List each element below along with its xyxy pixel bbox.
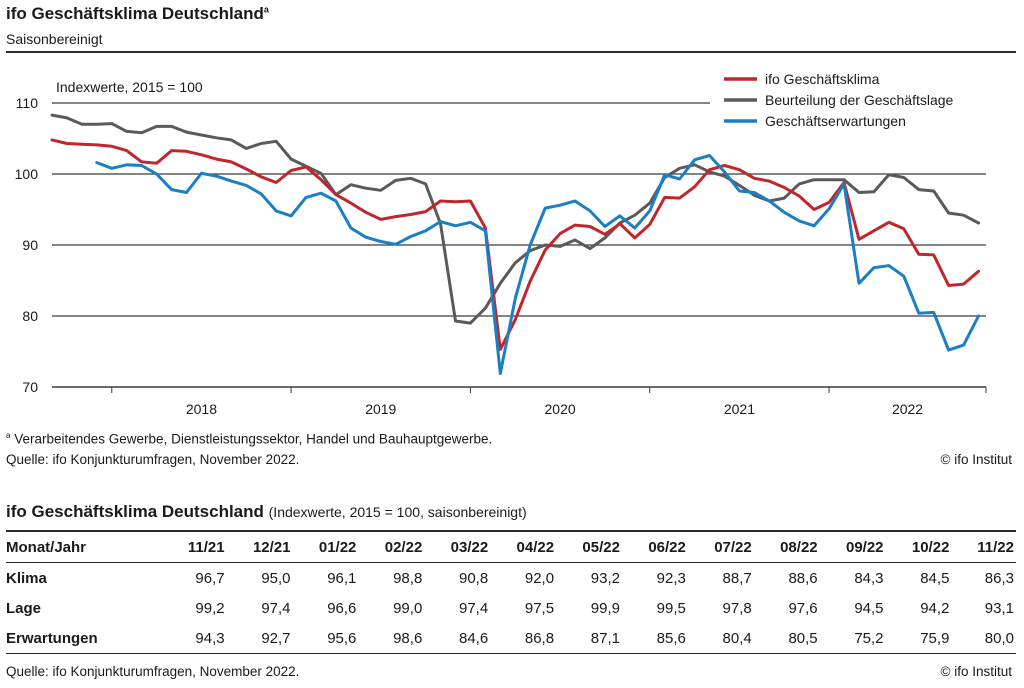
y-tick-label: 110: [16, 95, 39, 111]
x-tick-label: 2022: [892, 401, 923, 417]
table-cell: 80,0: [951, 623, 1016, 654]
chart-annotation: Indexwerte, 2015 = 100: [56, 79, 203, 95]
table-header-label: Monat/Jahr: [6, 530, 163, 563]
title-footnote-mark: a: [263, 4, 269, 15]
x-tick-label: 2020: [545, 401, 576, 417]
table-row: Lage 99,2 97,4 96,6 99,0 97,4 97,5 99,9 99,5 97,8…: [6, 593, 1016, 623]
table-cell: 99,2: [195, 599, 225, 617]
table-cell: 99,5: [656, 599, 686, 617]
chart-title-text: ifo Geschäftsklima Deutschland: [6, 4, 264, 23]
table-cell: 93,1: [984, 599, 1014, 617]
table-cell: 86,8: [490, 623, 557, 654]
chart-subtitle: Saisonbereinigt: [6, 31, 103, 47]
table-subtitle: (Indexwerte, 2015 = 100, saisonbereinigt…: [268, 504, 527, 520]
table-title-text: ifo Geschäftsklima Deutschland: [6, 502, 264, 521]
table-cell: 80,5: [753, 623, 820, 654]
table-cell: 96,6: [327, 599, 357, 617]
series-line-1: [50, 113, 980, 325]
table-cell: 92,7: [226, 623, 293, 654]
table-cell: 90,8: [458, 569, 489, 587]
y-tick-label: 90: [22, 237, 38, 253]
data-table: Monat/Jahr 11/21 12/21 01/22 02/22 03/22 04/22…: [6, 530, 1016, 654]
table-header-month: 12/21: [226, 530, 293, 563]
footnote-mark: a: [6, 431, 11, 440]
table-header-month: 04/22: [490, 530, 557, 563]
table-header-month: 11/21: [162, 530, 227, 563]
x-tick-label: 2018: [186, 401, 217, 417]
table-cell: 97,4: [261, 599, 291, 617]
table-cell: 93,2: [590, 569, 620, 587]
table-header-month: 08/22: [753, 530, 820, 563]
table-cell: 95,0: [261, 569, 291, 587]
table-header-month: 02/22: [358, 530, 425, 563]
table-row-label: Erwartungen: [6, 623, 163, 654]
line-chart: 70 80 90 100 110 2018 2019 2020 2021 2022 Indexwer…: [15, 71, 987, 417]
table-row-label: Klima: [6, 569, 47, 587]
table-header-row: Monat/Jahr 11/21 12/21 01/22 02/22 03/22 04/22…: [6, 530, 1016, 563]
table-cell: 96,1: [327, 569, 357, 587]
table-header-month: 03/22: [424, 530, 491, 563]
table-header-month: 05/22: [556, 530, 622, 563]
table-cell: 96,7: [195, 569, 225, 587]
table-title: ifo Geschäftsklima Deutschland (Indexwer…: [6, 502, 527, 522]
y-tick-label: 100: [15, 166, 39, 182]
table-cell: 84,5: [920, 569, 950, 587]
table-copyright: © ifo Institut: [940, 664, 1012, 679]
table-cell: 80,4: [687, 623, 754, 654]
table-cell: 94,2: [920, 599, 950, 617]
chart-copyright: © ifo Institut: [940, 452, 1012, 467]
legend-label: Beurteilung der Geschäftslage: [765, 92, 954, 108]
table-cell: 75,2: [819, 623, 886, 654]
footnote-text: Verarbeitendes Gewerbe, Dienstleistungss…: [14, 431, 493, 447]
table-cell: 97,6: [788, 599, 818, 617]
table-cell: 98,8: [393, 569, 423, 587]
table-header-month: 11/22: [951, 530, 1016, 563]
table-cell: 97,5: [524, 599, 555, 617]
table-cell: 94,3: [162, 623, 227, 654]
table-cell: 99,9: [590, 599, 620, 617]
table-row: Erwartungen 94,3 92,7 95,6 98,6 84,6 86,8 87,1 8…: [6, 623, 1016, 654]
chart-source: Quelle: ifo Konjunkturumfragen, November…: [6, 452, 300, 467]
table-cell: 94,5: [854, 599, 884, 617]
table-header-month: 01/22: [292, 530, 359, 563]
table-cell: 88,6: [788, 569, 818, 587]
table-body: Klima 96,7 95,0 96,1 98,8 90,8 92,0 93,2 92,3 88,…: [6, 563, 1016, 654]
table-source: Quelle: ifo Konjunkturumfragen, November…: [6, 664, 300, 679]
table-cell: 84,3: [854, 569, 884, 587]
legend-label: ifo Geschäftsklima: [765, 71, 880, 87]
x-tick-label: 2021: [724, 401, 755, 417]
table-cell: 98,6: [358, 623, 425, 654]
table-header-month: 07/22: [687, 530, 754, 563]
top-rule: [6, 51, 1016, 53]
table-cell: 86,3: [984, 569, 1014, 587]
table-cell: 92,0: [524, 569, 555, 587]
x-tick-label: 2019: [365, 401, 396, 417]
table-cell: 92,3: [656, 569, 686, 587]
table-cell: 87,1: [556, 623, 622, 654]
table-cell: 84,6: [424, 623, 491, 654]
footnote: a Verarbeitendes Gewerbe, Dienstleistung…: [6, 431, 492, 447]
y-tick-label: 80: [22, 308, 38, 324]
table-header-month: 06/22: [621, 530, 688, 563]
series-line-0: [50, 138, 980, 351]
table-cell: 85,6: [621, 623, 688, 654]
table-cell: 99,0: [393, 599, 423, 617]
legend-label: Geschäftserwartungen: [765, 113, 906, 129]
table-cell: 75,9: [885, 623, 952, 654]
series-line-2: [95, 154, 980, 375]
y-tick-label: 70: [22, 379, 38, 395]
table-row-label: Lage: [6, 599, 42, 617]
table-header-month: 09/22: [819, 530, 886, 563]
table-cell: 97,8: [722, 599, 752, 617]
table-row: Klima 96,7 95,0 96,1 98,8 90,8 92,0 93,2 92,3 88,…: [6, 563, 1016, 594]
table-cell: 95,6: [292, 623, 359, 654]
chart-title: ifo Geschäftsklima Deutschlanda: [6, 4, 269, 24]
table-header-month: 10/22: [885, 530, 952, 563]
table-cell: 88,7: [722, 569, 752, 587]
table-cell: 97,4: [458, 599, 489, 617]
